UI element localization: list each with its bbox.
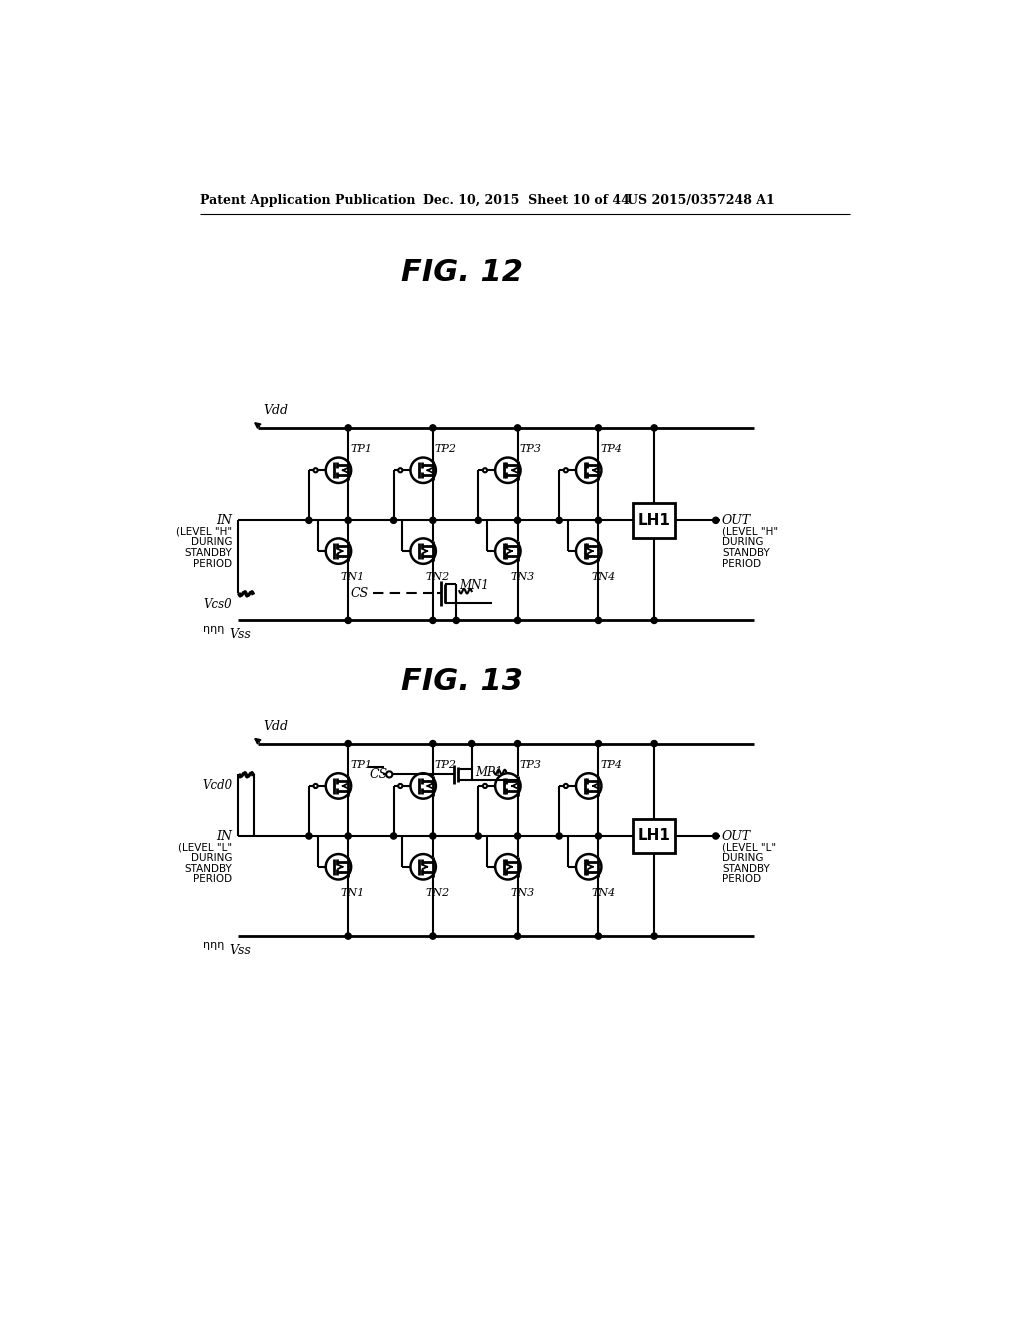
Circle shape: [514, 933, 520, 940]
Text: FIG. 12: FIG. 12: [400, 257, 522, 286]
Text: DURING: DURING: [722, 853, 764, 863]
Text: PERIOD: PERIOD: [194, 558, 232, 569]
Text: Patent Application Publication: Patent Application Publication: [200, 194, 416, 207]
Circle shape: [651, 425, 657, 432]
Text: Vss: Vss: [229, 628, 251, 642]
Circle shape: [430, 741, 436, 747]
Circle shape: [345, 425, 351, 432]
Text: STANDBY: STANDBY: [184, 863, 232, 874]
Text: (LEVEL "H": (LEVEL "H": [722, 527, 778, 536]
Text: TP4: TP4: [600, 444, 623, 454]
Circle shape: [514, 425, 520, 432]
Text: (LEVEL "L": (LEVEL "L": [178, 842, 232, 853]
Text: Vcs0: Vcs0: [204, 598, 232, 611]
Text: TP3: TP3: [519, 444, 542, 454]
Text: DURING: DURING: [722, 537, 764, 548]
Circle shape: [595, 618, 601, 623]
Circle shape: [651, 741, 657, 747]
Circle shape: [651, 933, 657, 940]
Text: OUT: OUT: [722, 829, 751, 842]
Circle shape: [556, 833, 562, 840]
Text: TN1: TN1: [341, 887, 365, 898]
Text: FIG. 13: FIG. 13: [400, 668, 522, 697]
Text: TN3: TN3: [510, 572, 535, 582]
Text: IN: IN: [216, 829, 232, 842]
Bar: [633, 503, 676, 537]
Text: TP1: TP1: [350, 760, 372, 770]
Text: TP2: TP2: [435, 444, 457, 454]
Text: MP1: MP1: [475, 767, 502, 779]
Text: PERIOD: PERIOD: [722, 874, 761, 884]
Circle shape: [430, 618, 436, 623]
Circle shape: [430, 425, 436, 432]
Text: Vdd: Vdd: [264, 719, 289, 733]
Text: CS: CS: [370, 768, 387, 781]
Text: CS: CS: [351, 587, 370, 601]
Text: IN: IN: [216, 513, 232, 527]
Text: Vcd0: Vcd0: [202, 779, 232, 792]
Text: TN2: TN2: [425, 572, 450, 582]
Circle shape: [475, 517, 481, 524]
Circle shape: [595, 833, 601, 840]
Circle shape: [514, 741, 520, 747]
Circle shape: [713, 517, 719, 524]
Circle shape: [345, 517, 351, 524]
Text: (LEVEL "L": (LEVEL "L": [722, 842, 776, 853]
Text: TN4: TN4: [591, 887, 615, 898]
Circle shape: [430, 933, 436, 940]
Text: TN1: TN1: [341, 572, 365, 582]
Text: TP4: TP4: [600, 760, 623, 770]
Circle shape: [475, 833, 481, 840]
Circle shape: [469, 741, 475, 747]
Text: (LEVEL "H": (LEVEL "H": [176, 527, 232, 536]
Circle shape: [595, 741, 601, 747]
Text: TP1: TP1: [350, 444, 372, 454]
Text: Dec. 10, 2015  Sheet 10 of 44: Dec. 10, 2015 Sheet 10 of 44: [423, 194, 630, 207]
Text: TP3: TP3: [519, 760, 542, 770]
Circle shape: [713, 833, 719, 840]
Circle shape: [514, 833, 520, 840]
Text: MN1: MN1: [460, 579, 489, 591]
Circle shape: [556, 517, 562, 524]
Circle shape: [595, 517, 601, 524]
Text: TP2: TP2: [435, 760, 457, 770]
Text: OUT: OUT: [722, 513, 751, 527]
Text: LH1: LH1: [638, 512, 671, 528]
Circle shape: [390, 833, 396, 840]
Circle shape: [345, 933, 351, 940]
Text: DURING: DURING: [190, 537, 232, 548]
Text: ηηη: ηηη: [203, 940, 224, 950]
Circle shape: [390, 517, 396, 524]
Circle shape: [651, 618, 657, 623]
Circle shape: [345, 618, 351, 623]
Text: STANDBY: STANDBY: [184, 548, 232, 558]
Text: LH1: LH1: [638, 829, 671, 843]
Circle shape: [306, 517, 312, 524]
Text: TN2: TN2: [425, 887, 450, 898]
Text: TN3: TN3: [510, 887, 535, 898]
Circle shape: [345, 833, 351, 840]
Circle shape: [345, 741, 351, 747]
Text: Vdd: Vdd: [264, 404, 289, 417]
Circle shape: [595, 933, 601, 940]
Text: PERIOD: PERIOD: [722, 558, 761, 569]
Text: DURING: DURING: [190, 853, 232, 863]
Text: US 2015/0357248 A1: US 2015/0357248 A1: [628, 194, 775, 207]
Circle shape: [514, 517, 520, 524]
Bar: [633, 818, 676, 853]
Text: PERIOD: PERIOD: [194, 874, 232, 884]
Text: ηηη: ηηη: [203, 624, 224, 634]
Text: STANDBY: STANDBY: [722, 548, 770, 558]
Circle shape: [595, 425, 601, 432]
Circle shape: [430, 833, 436, 840]
Text: TN4: TN4: [591, 572, 615, 582]
Circle shape: [514, 618, 520, 623]
Circle shape: [306, 833, 312, 840]
Text: Vss: Vss: [229, 944, 251, 957]
Circle shape: [454, 618, 460, 623]
Circle shape: [430, 517, 436, 524]
Text: STANDBY: STANDBY: [722, 863, 770, 874]
